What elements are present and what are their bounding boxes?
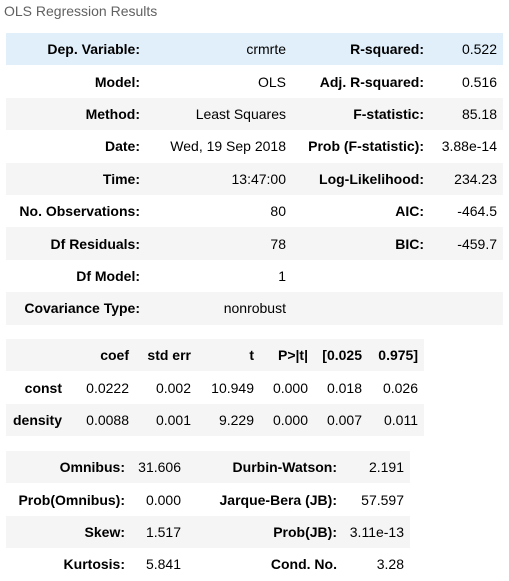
table-row: Dep. Variable: crmrte R-squared: 0.522 (6, 33, 503, 66)
summary-label: F-statistic: (292, 97, 430, 131)
stderr-cell: 0.001 (135, 403, 197, 437)
diag-label: Kurtosis: (6, 548, 131, 581)
summary-label: Covariance Type: (6, 292, 146, 325)
coefficients-table: coef std err t P>|t| [0.025 0.975] const… (6, 339, 424, 437)
summary-value: 0.516 (430, 65, 503, 98)
summary-label: Adj. R-squared: (292, 65, 430, 98)
summary-value: nonrobust (146, 292, 292, 325)
diag-label: Cond. No. (187, 548, 343, 581)
column-header: coef (68, 339, 135, 372)
diag-value: 0.000 (131, 483, 187, 516)
table-row: No. Observations: 80 AIC: -464.5 (6, 194, 503, 228)
table-row: Covariance Type: nonrobust (6, 292, 503, 325)
diag-label: Prob(Omnibus): (6, 483, 131, 516)
summary-value (430, 259, 503, 293)
ci-high-cell: 0.011 (368, 403, 424, 437)
summary-value: 0.522 (430, 33, 503, 66)
summary-label: Method: (6, 97, 146, 131)
diag-value: 2.191 (343, 451, 410, 484)
column-header: 0.975] (368, 339, 424, 372)
table-header-row: coef std err t P>|t| [0.025 0.975] (6, 339, 424, 372)
table-row: Kurtosis: 5.841 Cond. No. 3.28 (6, 548, 410, 581)
p-cell: 0.000 (260, 371, 314, 404)
diagnostics-table: Omnibus: 31.606 Durbin-Watson: 2.191 Pro… (6, 451, 410, 581)
summary-label: Df Residuals: (6, 227, 146, 260)
summary-value: 85.18 (430, 97, 503, 131)
summary-label: Prob (F-statistic): (292, 130, 430, 163)
summary-label: AIC: (292, 194, 430, 228)
table-row: const 0.0222 0.002 10.949 0.000 0.018 0.… (6, 371, 424, 404)
summary-value: Least Squares (146, 97, 292, 131)
ci-high-cell: 0.026 (368, 371, 424, 404)
row-header: const (6, 371, 68, 404)
table-row: Time: 13:47:00 Log-Likelihood: 234.23 (6, 162, 503, 195)
table-row: Method: Least Squares F-statistic: 85.18 (6, 97, 503, 131)
column-header (6, 339, 68, 372)
coef-cell: 0.0222 (68, 371, 135, 404)
ci-low-cell: 0.007 (314, 403, 368, 437)
summary-label: Df Model: (6, 259, 146, 293)
column-header: [0.025 (314, 339, 368, 372)
summary-value: crmrte (146, 33, 292, 66)
table-caption: OLS Regression Results (4, 3, 158, 19)
column-header: P>|t| (260, 339, 314, 372)
table-row: Omnibus: 31.606 Durbin-Watson: 2.191 (6, 451, 410, 484)
diag-value: 3.28 (343, 548, 410, 581)
summary-label: Model: (6, 65, 146, 98)
summary-label: No. Observations: (6, 194, 146, 228)
diag-value: 31.606 (131, 451, 187, 484)
diag-label: Prob(JB): (187, 515, 343, 549)
column-header: t (197, 339, 260, 372)
p-cell: 0.000 (260, 403, 314, 437)
table-row: Model: OLS Adj. R-squared: 0.516 (6, 65, 503, 98)
table-row: Prob(Omnibus): 0.000 Jarque-Bera (JB): 5… (6, 483, 410, 516)
diag-value: 1.517 (131, 515, 187, 549)
table-row: density 0.0088 0.001 9.229 0.000 0.007 0… (6, 403, 424, 437)
diag-label: Jarque-Bera (JB): (187, 483, 343, 516)
diag-label: Skew: (6, 515, 131, 549)
summary-value: 13:47:00 (146, 162, 292, 195)
summary-value: -459.7 (430, 227, 503, 260)
summary-label: BIC: (292, 227, 430, 260)
summary-label (292, 292, 430, 325)
diag-value: 5.841 (131, 548, 187, 581)
summary-value: -464.5 (430, 194, 503, 228)
model-summary-table: Dep. Variable: crmrte R-squared: 0.522 M… (6, 33, 503, 325)
summary-label: Log-Likelihood: (292, 162, 430, 195)
t-cell: 9.229 (197, 403, 260, 437)
summary-value: OLS (146, 65, 292, 98)
table-row: Skew: 1.517 Prob(JB): 3.11e-13 (6, 515, 410, 549)
table-row: Df Residuals: 78 BIC: -459.7 (6, 227, 503, 260)
summary-label: Date: (6, 130, 146, 163)
summary-value: 3.88e-14 (430, 130, 503, 163)
coef-cell: 0.0088 (68, 403, 135, 437)
diag-label: Omnibus: (6, 451, 131, 484)
summary-value: 78 (146, 227, 292, 260)
table-row: Date: Wed, 19 Sep 2018 Prob (F-statistic… (6, 130, 503, 163)
row-header: density (6, 403, 68, 437)
column-header: std err (135, 339, 197, 372)
summary-label: Dep. Variable: (6, 33, 146, 66)
table-row: Df Model: 1 (6, 259, 503, 293)
summary-label: R-squared: (292, 33, 430, 66)
stderr-cell: 0.002 (135, 371, 197, 404)
summary-value (430, 292, 503, 325)
diag-value: 3.11e-13 (343, 515, 410, 549)
summary-value: Wed, 19 Sep 2018 (146, 130, 292, 163)
diag-label: Durbin-Watson: (187, 451, 343, 484)
summary-label: Time: (6, 162, 146, 195)
summary-value: 234.23 (430, 162, 503, 195)
summary-label (292, 259, 430, 293)
summary-value: 1 (146, 259, 292, 293)
ci-low-cell: 0.018 (314, 371, 368, 404)
t-cell: 10.949 (197, 371, 260, 404)
summary-value: 80 (146, 194, 292, 228)
diag-value: 57.597 (343, 483, 410, 516)
